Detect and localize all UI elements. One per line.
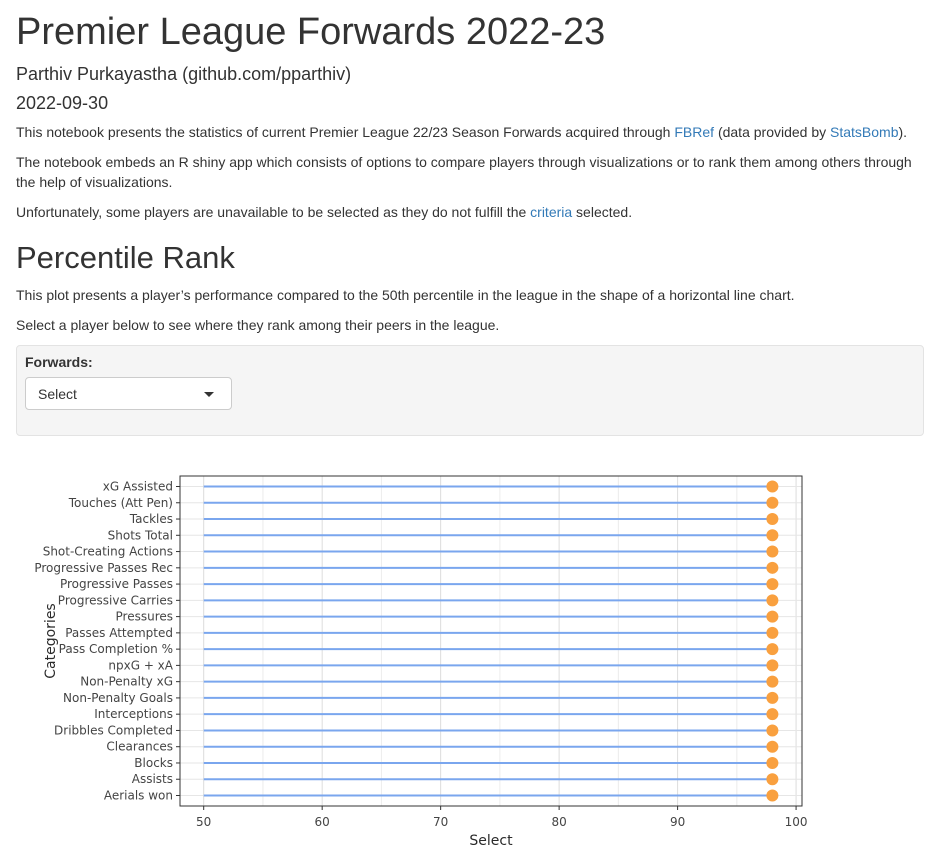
y-tick-label: Assists bbox=[132, 772, 173, 786]
lollipop-point bbox=[766, 561, 779, 574]
y-tick-label: Non-Penalty xG bbox=[80, 675, 173, 689]
intro-paragraph-3: Unfortunately, some players are unavaila… bbox=[16, 202, 921, 222]
x-tick-label: 100 bbox=[785, 815, 808, 829]
lollipop-point bbox=[766, 626, 779, 639]
intro-paragraph-1: This notebook presents the statistics of… bbox=[16, 122, 921, 142]
y-tick-label: Dribbles Completed bbox=[54, 723, 173, 737]
y-tick-label: Interceptions bbox=[94, 707, 173, 721]
y-tick-label: Progressive Carries bbox=[58, 593, 173, 607]
intro-text: This notebook presents the statistics of… bbox=[16, 124, 675, 140]
x-tick-label: 80 bbox=[551, 815, 566, 829]
lollipop-point bbox=[766, 708, 779, 721]
plot-border bbox=[179, 475, 803, 807]
y-tick-label: Tackles bbox=[129, 512, 173, 526]
y-tick-label: Progressive Passes Rec bbox=[34, 561, 173, 575]
y-tick-label: Non-Penalty Goals bbox=[63, 691, 173, 705]
lollipop-point bbox=[766, 545, 779, 558]
y-tick-label: npxG + xA bbox=[108, 658, 173, 672]
lollipop-point bbox=[766, 724, 779, 737]
section-paragraph-1: This plot presents a player’s performanc… bbox=[16, 287, 795, 303]
y-tick-label: Aerials won bbox=[104, 789, 173, 803]
intro-text: ). bbox=[898, 124, 908, 140]
y-tick-label: Shot-Creating Actions bbox=[43, 545, 173, 559]
percentile-chart: xG Assisted Touches (Att Pen) Tackles Shots… bbox=[34, 475, 808, 849]
intro-text: selected. bbox=[572, 204, 633, 220]
lollipop-point bbox=[766, 529, 779, 542]
x-tick-label: 50 bbox=[196, 815, 211, 829]
page-title: Premier League Forwards 2022-23 bbox=[16, 11, 606, 53]
section-title: Percentile Rank bbox=[16, 240, 235, 275]
author: Parthiv Purkayastha (github.com/pparthiv… bbox=[16, 64, 352, 84]
lollipop-point bbox=[766, 773, 779, 786]
lollipop-point bbox=[766, 789, 779, 802]
lollipop-point bbox=[766, 513, 779, 526]
x-tick-label: 90 bbox=[670, 815, 685, 829]
statsbomb-link[interactable]: StatsBomb bbox=[830, 124, 899, 140]
section-paragraph-2: Select a player below to see where they … bbox=[16, 317, 500, 333]
y-tick-label: Progressive Passes bbox=[60, 577, 173, 591]
selector-panel: Forwards: Select bbox=[16, 345, 924, 436]
date: 2022-09-30 bbox=[16, 93, 109, 113]
lollipop-point bbox=[766, 610, 779, 623]
lollipop-point bbox=[766, 740, 779, 753]
x-axis-title: Select bbox=[469, 833, 513, 849]
lollipop-point bbox=[766, 659, 779, 672]
fbref-link[interactable]: FBRef bbox=[674, 124, 715, 140]
intro-text: Unfortunately, some players are unavaila… bbox=[16, 204, 531, 220]
lollipop-point bbox=[766, 480, 779, 493]
intro-text: (data provided by bbox=[714, 124, 831, 140]
lollipop-point bbox=[766, 756, 779, 769]
y-tick-label: xG Assisted bbox=[103, 480, 173, 494]
forwards-select-value: Select bbox=[38, 386, 77, 402]
y-tick-label: Blocks bbox=[134, 756, 173, 770]
lollipop-point bbox=[766, 594, 779, 607]
chevron-down-icon bbox=[204, 392, 214, 397]
lollipop-point bbox=[766, 691, 779, 704]
y-tick-label: Pressures bbox=[116, 610, 174, 624]
intro-paragraph-2: The notebook embeds an R shiny app which… bbox=[16, 154, 912, 190]
y-tick-label: Touches (Att Pen) bbox=[68, 496, 173, 510]
y-tick-label: Clearances bbox=[106, 740, 173, 754]
lollipop-point bbox=[766, 643, 779, 656]
y-tick-label: Passes Attempted bbox=[65, 626, 173, 640]
lollipop-point bbox=[766, 675, 779, 688]
y-tick-label: Shots Total bbox=[108, 528, 173, 542]
y-axis-title: Categories bbox=[43, 603, 59, 678]
lollipop-point bbox=[766, 496, 779, 509]
x-tick-label: 60 bbox=[315, 815, 330, 829]
forwards-label: Forwards: bbox=[25, 354, 93, 370]
lollipop-point bbox=[766, 578, 779, 591]
x-tick-label: 70 bbox=[433, 815, 448, 829]
y-tick-label: Pass Completion % bbox=[59, 642, 173, 656]
forwards-select[interactable]: Select bbox=[25, 377, 232, 410]
criteria-link[interactable]: criteria bbox=[530, 204, 573, 220]
